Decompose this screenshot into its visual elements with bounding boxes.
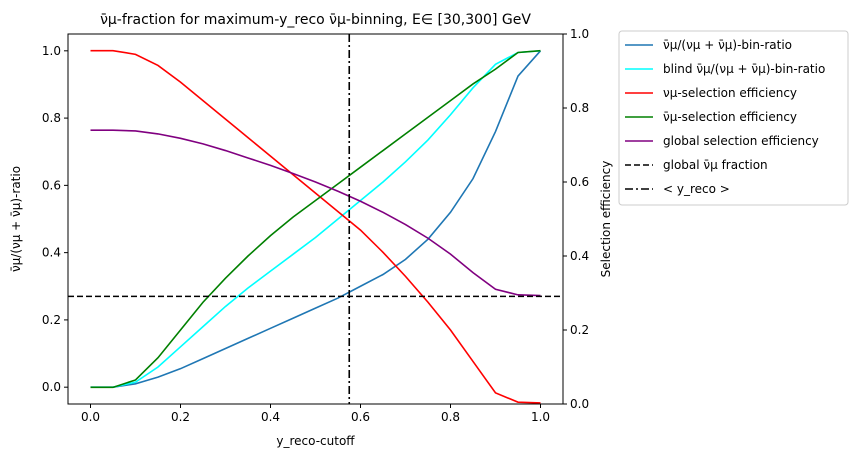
yl-tick-label-1: 0.2	[42, 313, 61, 327]
legend-label-0: ν̄μ/(νμ + ν̄μ)-bin-ratio	[663, 38, 792, 52]
series-line-1	[90, 50, 541, 388]
legend-label-5: global ν̄μ fraction	[663, 158, 768, 172]
x-tick-label-4: 0.8	[441, 410, 460, 424]
yl-tick-label-0: 0.0	[42, 380, 61, 394]
y-axis-label-right: Selection efficiency	[599, 161, 613, 278]
yl-tick-label-2: 0.4	[42, 246, 61, 260]
yl-tick-label-3: 0.6	[42, 178, 61, 192]
legend-label-1: blind ν̄μ/(νμ + ν̄μ)-bin-ratio	[663, 62, 825, 76]
legend-label-4: global selection efficiency	[663, 134, 819, 148]
x-axis-label: y_reco-cutoff	[276, 434, 355, 448]
series-line-2	[90, 49, 541, 404]
yr-tick-label-2: 0.4	[570, 249, 589, 263]
chart-title: ν̄μ-fraction for maximum-y_reco ν̄μ-binn…	[100, 12, 531, 28]
x-tick-label-2: 0.4	[261, 410, 280, 424]
x-tick-label-0: 0.0	[81, 410, 100, 424]
series-line-4	[90, 129, 541, 297]
yr-tick-label-0: 0.0	[570, 397, 589, 411]
plot-frame	[67, 33, 564, 405]
yr-tick-label-1: 0.2	[570, 323, 589, 337]
legend-frame	[618, 30, 849, 206]
plot-lines	[68, 34, 563, 404]
x-tick-label-3: 0.6	[351, 410, 370, 424]
yr-tick-label-3: 0.6	[570, 175, 589, 189]
yr-tick-label-5: 1.0	[570, 27, 589, 41]
y-axis-label-left: ν̄μ/(νμ + ν̄μ)-ratio	[9, 166, 23, 272]
legend-label-3: ν̄μ-selection efficiency	[663, 110, 797, 124]
series-line-0	[90, 50, 542, 388]
legend-label-2: νμ-selection efficiency	[663, 86, 797, 100]
series-line-3	[90, 49, 541, 389]
legend-label-6: < y_reco >	[663, 182, 730, 196]
yr-tick-label-4: 0.8	[570, 101, 589, 115]
x-tick-label-5: 1.0	[531, 410, 550, 424]
legend: ν̄μ/(νμ + ν̄μ)-bin-ratio blind ν̄μ/(νμ + …	[618, 30, 849, 206]
yl-tick-label-4: 0.8	[42, 111, 61, 125]
axes: 0.0 0.2 0.4 0.6 0.8 1.0 0.0 0.2 0.4 0.6 0.8 1.0 0.0 0…	[42, 27, 589, 424]
x-tick-label-1: 0.2	[171, 410, 190, 424]
yl-tick-label-5: 1.0	[42, 44, 61, 58]
